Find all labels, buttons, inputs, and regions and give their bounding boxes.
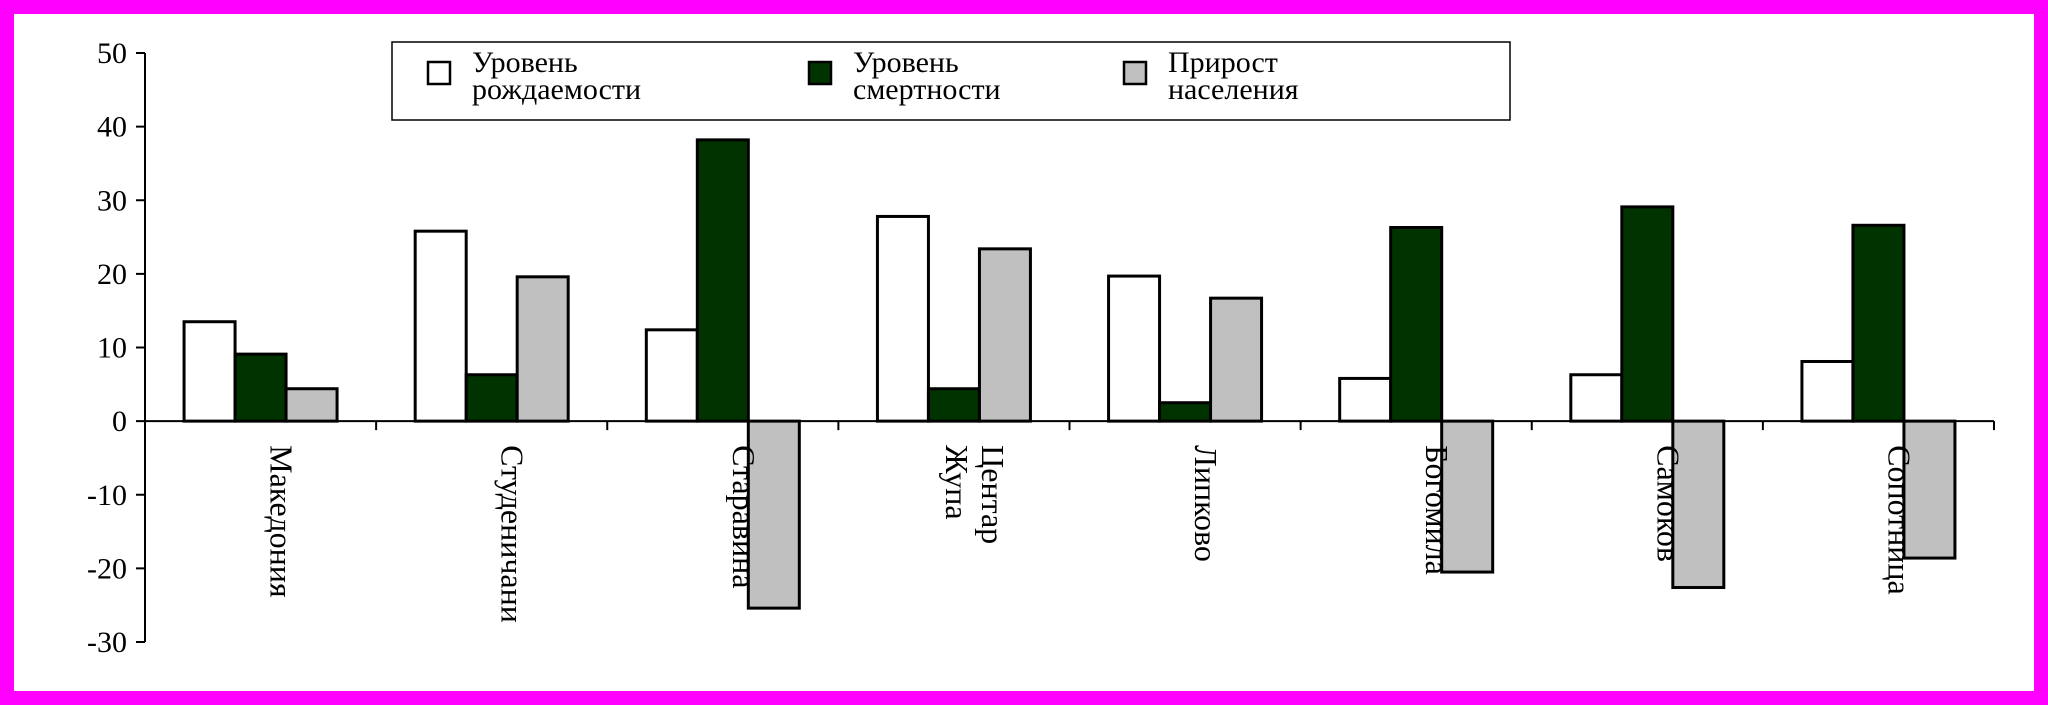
legend-swatch (426, 60, 452, 86)
legend-swatch (1122, 60, 1148, 86)
category-label: Самоков (1650, 445, 1686, 562)
category-label: Центар (975, 445, 1011, 544)
bar (1902, 419, 1957, 560)
y-tick-label: 10 (97, 332, 127, 365)
category-label: Студеничани (495, 445, 531, 623)
legend: УровеньрождаемостиУровеньсмертностиПриро… (391, 41, 1511, 121)
bar (1620, 205, 1675, 423)
bars-layer (182, 138, 1957, 610)
category-label: Жупа (939, 445, 975, 519)
category-label: Старавина (726, 445, 762, 588)
category-label: Богомила (1419, 445, 1455, 575)
category-label: Сопотница (1881, 445, 1917, 595)
bar (1389, 225, 1444, 423)
y-tick-label: 0 (112, 405, 127, 438)
chart-frame: 50 40 30 20 10 0 -10 -20 -30 Македония Студеничани… (14, 14, 2034, 691)
bar (1569, 373, 1624, 423)
y-tick-label: 20 (97, 258, 127, 291)
bar (1338, 376, 1393, 423)
bar (875, 214, 930, 423)
y-tick-label: 30 (97, 184, 127, 217)
axis-layer: 50 40 30 20 10 0 -10 -20 -30 Македония Студеничани… (87, 37, 1995, 659)
bar (464, 373, 519, 423)
bar (746, 419, 801, 610)
y-tick-label: 50 (97, 37, 127, 70)
legend-label: рождаемости (472, 73, 641, 106)
bar (1107, 274, 1162, 423)
bar (1851, 223, 1906, 423)
bar (926, 387, 981, 423)
legend-label: смертности (853, 73, 1001, 106)
bar (1158, 401, 1213, 423)
legend-label: Уровень (472, 46, 578, 79)
bar (1209, 296, 1264, 423)
y-tick-label: -20 (87, 552, 127, 585)
legend-label: Прирост (1168, 46, 1278, 79)
y-tick-label: -30 (87, 626, 127, 659)
bar-chart: 50 40 30 20 10 0 -10 -20 -30 Македония Студеничани… (87, 37, 1995, 659)
bar (413, 229, 468, 423)
y-tick-label: 40 (97, 111, 127, 144)
legend-label: Уровень (853, 46, 959, 79)
category-label: Македония (264, 445, 300, 598)
bar (695, 138, 750, 423)
bar (233, 352, 288, 423)
y-tick-label: -10 (87, 479, 127, 512)
bar (1440, 419, 1495, 574)
category-label: Липково (1188, 445, 1224, 562)
bar (644, 328, 699, 423)
bar (515, 275, 570, 423)
bar (977, 247, 1032, 423)
legend-label: населения (1168, 73, 1299, 106)
bar (284, 387, 339, 423)
legend-box (391, 41, 1511, 121)
bar (182, 320, 237, 423)
bar (1800, 359, 1855, 423)
legend-swatch (807, 60, 833, 86)
